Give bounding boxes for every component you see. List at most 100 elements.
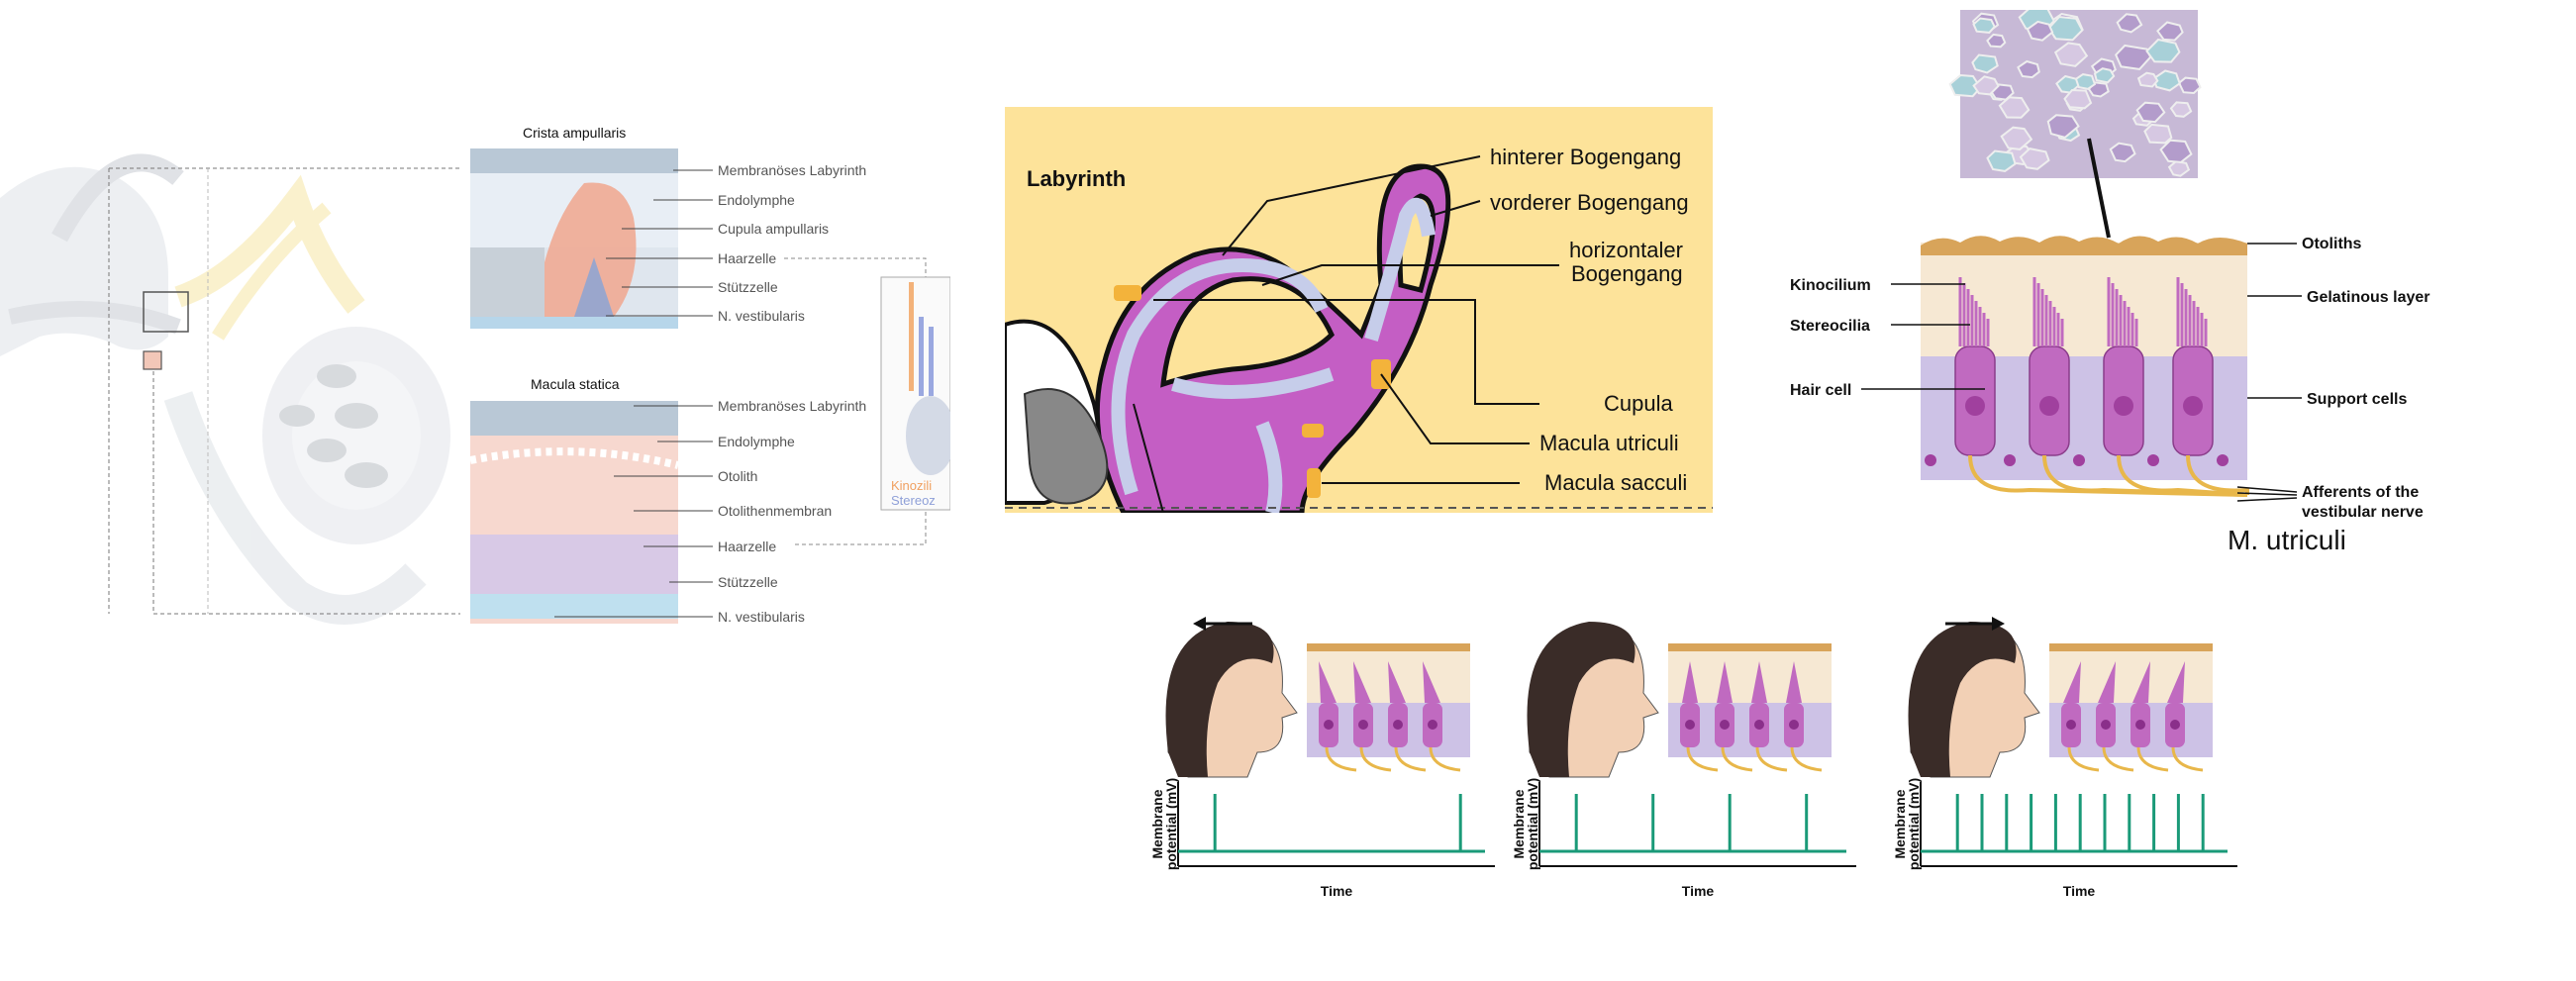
head-illustration [1527, 622, 1659, 778]
otolith-crystal [1971, 53, 1999, 74]
macula-label-4: Haarzelle [718, 539, 776, 554]
support-cell-nucleus [2217, 454, 2229, 466]
otolith-crystal [2000, 126, 2033, 150]
label-gelatinous-layer: Gelatinous layer [2307, 289, 2430, 306]
hair-cell [2029, 277, 2248, 497]
label-vorderer-bogengang: vorderer Bogengang [1490, 190, 1689, 215]
x-axis-label: Time [1682, 883, 1715, 899]
x-axis-label: Time [2063, 883, 2096, 899]
otolith-crystal [1986, 149, 2017, 172]
crista-block [470, 148, 678, 329]
otolith-crystal [1986, 33, 2007, 49]
label-hair-cell: Hair cell [1790, 382, 1851, 399]
labyrinth-diagram: Labyrinth hinterer Bogengang vorderer Bo… [1005, 107, 1713, 513]
ear-anatomy-illustration [0, 153, 450, 625]
label-otoliths: Otoliths [2302, 236, 2362, 252]
otolith-crystal [2063, 88, 2093, 110]
otolith-crystal [1972, 17, 1996, 34]
label-afferents-1: Afferents of the [2302, 484, 2419, 501]
crista-label-1: Endolymphe [718, 192, 795, 208]
support-cell-nucleus [2004, 454, 2016, 466]
otolith-crystal [2177, 76, 2202, 95]
hair-cell [2103, 277, 2248, 497]
y-axis-label-2: potential (mV) [1163, 778, 1179, 870]
macula-title: Macula statica [531, 376, 620, 392]
otolith-crystal [2026, 20, 2054, 42]
labyrinth-title: Labyrinth [1027, 166, 1126, 191]
label-support-cells: Support cells [2307, 391, 2407, 408]
y-axis-label-1: Membrane [1892, 789, 1908, 858]
otolith-crystal [2017, 59, 2040, 79]
cupulae [1114, 285, 1391, 498]
cochlea-sketch [1005, 319, 1109, 505]
otolith-crystal [2156, 21, 2184, 42]
otolith-crystal [2053, 42, 2089, 67]
macula-leaders [554, 405, 713, 618]
macula-label-6: N. vestibularis [718, 609, 805, 625]
hair-cells [1925, 277, 2249, 497]
macula-label-0: Membranöses Labyrinth [718, 398, 866, 414]
crista-label-4: Stützzelle [718, 279, 778, 295]
support-cell-nucleus [1925, 454, 1936, 466]
crista-title: Crista ampullaris [523, 125, 626, 141]
macula-label-1: Endolymphe [718, 434, 795, 449]
y-axis-label-2: potential (mV) [1525, 778, 1540, 870]
otolith-crystal [2136, 71, 2159, 88]
otolith-crystal [2074, 73, 2097, 90]
otolith-crystal [2167, 159, 2191, 177]
otolith-crystal [2115, 44, 2152, 70]
label-hinterer-bogengang: hinterer Bogengang [1490, 145, 1681, 169]
otolith-micrograph [1948, 10, 2202, 178]
label-afferents-2: vestibular nerve [2302, 504, 2424, 521]
otolith-crystal [2159, 139, 2193, 163]
label-kinocilium: Kinocilium [1790, 277, 1871, 294]
otolith-crystal [2169, 101, 2193, 118]
otolith-crystal [1998, 96, 2031, 119]
macula-block [469, 401, 679, 624]
hair-cell [1954, 277, 2248, 497]
crista-location-box [143, 291, 189, 333]
macula-location-box [143, 350, 162, 370]
utriculus-caption: M. utriculi [2228, 525, 2346, 555]
otolith-crystal [1972, 75, 2000, 96]
otolith-crystal [2145, 38, 2181, 63]
utriculus-leaders [1861, 243, 2302, 502]
support-cell-nucleus [2147, 454, 2159, 466]
macula-label-3: Otolithenmembran [718, 503, 832, 519]
side-cell-label-2: Stereoz [891, 493, 936, 508]
label-macula-utriculi: Macula utriculi [1539, 431, 1679, 455]
support-cell-nucleus [2073, 454, 2085, 466]
hair-cell-inset [1668, 643, 1832, 772]
otolith-crystal [2116, 13, 2143, 34]
otolith-crystal [2093, 67, 2116, 84]
hair-cell [2172, 277, 2249, 495]
macula-label-2: Otolith [718, 468, 757, 484]
crista-leaders [606, 169, 713, 317]
x-axis-label: Time [1321, 883, 1353, 899]
head-illustration [1165, 622, 1298, 778]
otolith-crystal [1948, 73, 1982, 98]
otolith-crystal [2019, 147, 2050, 170]
otolith-crystal [2109, 142, 2136, 163]
crista-label-3: Haarzelle [718, 250, 776, 266]
macula-label-5: Stützzelle [718, 574, 778, 590]
label-stereocilia: Stereocilia [1790, 318, 1870, 335]
label-horizontaler: horizontaler [1569, 238, 1683, 262]
arrow-left-icon [1193, 617, 1252, 631]
y-axis-label-2: potential (mV) [1906, 778, 1922, 870]
utriculus-diagram: Kinocilium Stereocilia Hair cell Otolith… [1790, 10, 2430, 521]
micrograph-pointer [2087, 138, 2111, 239]
label-horizontaler-bogengang: Bogengang [1571, 261, 1683, 286]
inner-ear-diagram: Crista ampullaris Membranöses Labyrinth … [0, 125, 950, 625]
label-macula-sacculi: Macula sacculi [1544, 470, 1687, 495]
crista-label-5: N. vestibularis [718, 308, 805, 324]
crista-label-2: Cupula ampullaris [718, 221, 829, 237]
otolith-layer [1921, 236, 2247, 255]
side-cell-label-1: Kinozili [891, 478, 932, 493]
leader-dashed-macula [152, 371, 460, 615]
y-axis-label-1: Membrane [1511, 789, 1527, 858]
